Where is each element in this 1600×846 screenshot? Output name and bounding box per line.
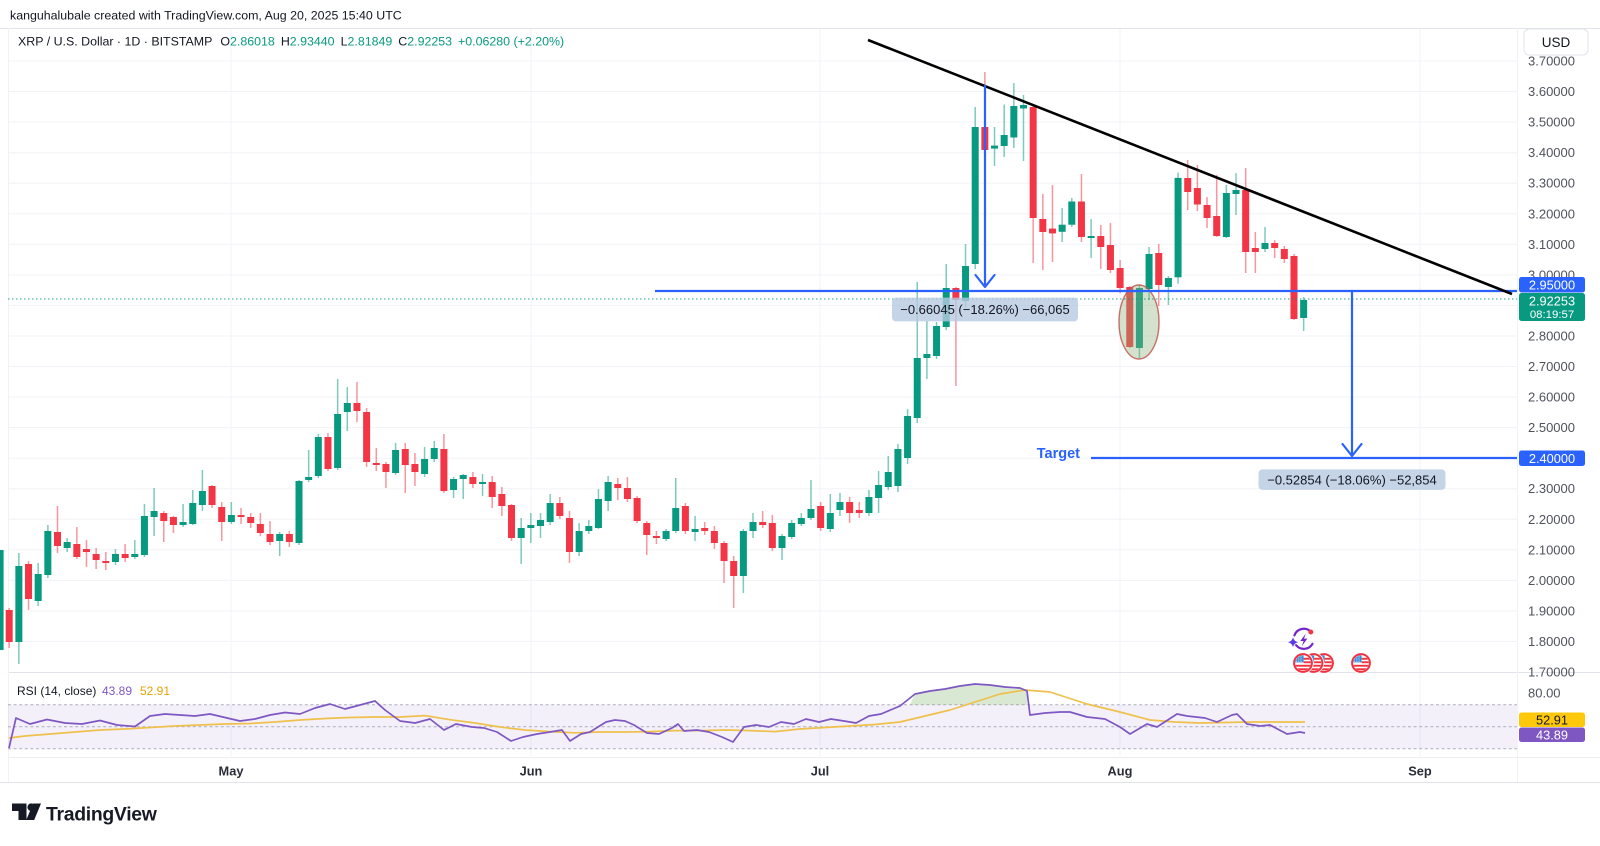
svg-text:XRP / U.S. Dollar · 1D · BITST: XRP / U.S. Dollar · 1D · BITSTAMP O2.8601…: [18, 35, 564, 49]
svg-text:2.70000: 2.70000: [1528, 359, 1575, 374]
svg-text:3.50000: 3.50000: [1528, 115, 1575, 130]
svg-text:3.10000: 3.10000: [1528, 237, 1575, 252]
svg-text:52.91: 52.91: [1536, 712, 1568, 727]
svg-text:1.90000: 1.90000: [1528, 603, 1575, 618]
svg-text:3.20000: 3.20000: [1528, 206, 1575, 221]
svg-text:3.70000: 3.70000: [1528, 54, 1575, 69]
svg-text:2.50000: 2.50000: [1528, 420, 1575, 435]
svg-text:Target: Target: [1037, 446, 1080, 462]
svg-text:1.80000: 1.80000: [1528, 634, 1575, 649]
svg-text:2.80000: 2.80000: [1528, 329, 1575, 344]
svg-text:43.89: 43.89: [102, 684, 132, 698]
svg-text:2.00000: 2.00000: [1528, 573, 1575, 588]
svg-text:Jul: Jul: [811, 764, 830, 779]
svg-text:2.40000: 2.40000: [1529, 451, 1575, 466]
svg-text:2.60000: 2.60000: [1528, 390, 1575, 405]
svg-text:2.30000: 2.30000: [1528, 481, 1575, 496]
svg-text:2.10000: 2.10000: [1528, 542, 1575, 557]
svg-text:1.70000: 1.70000: [1528, 665, 1575, 680]
svg-text:Aug: Aug: [1108, 764, 1133, 779]
svg-text:3.60000: 3.60000: [1528, 84, 1575, 99]
svg-text:TradingView: TradingView: [46, 804, 158, 826]
svg-text:52.91: 52.91: [140, 684, 170, 698]
svg-text:2.92253: 2.92253: [1529, 294, 1575, 309]
svg-text:May: May: [219, 764, 245, 779]
svg-text:3.30000: 3.30000: [1528, 176, 1575, 191]
svg-text:−0.52854 (−18.06%) −52,854: −0.52854 (−18.06%) −52,854: [1267, 473, 1437, 488]
svg-text:USD: USD: [1542, 35, 1571, 50]
svg-text:kanguhalubale created with Tra: kanguhalubale created with TradingView.c…: [10, 9, 402, 23]
svg-text:Sep: Sep: [1408, 764, 1432, 779]
svg-text:−0.66045 (−18.26%) −66,065: −0.66045 (−18.26%) −66,065: [900, 302, 1070, 317]
svg-text:2.95000: 2.95000: [1529, 277, 1575, 292]
svg-text:08:19:57: 08:19:57: [1530, 309, 1574, 321]
svg-text:RSI (14, close): RSI (14, close): [17, 684, 96, 698]
svg-text:43.89: 43.89: [1536, 727, 1568, 742]
svg-text:Jun: Jun: [520, 764, 543, 779]
svg-text:80.00: 80.00: [1528, 686, 1561, 701]
svg-text:2.20000: 2.20000: [1528, 512, 1575, 527]
svg-text:3.40000: 3.40000: [1528, 145, 1575, 160]
